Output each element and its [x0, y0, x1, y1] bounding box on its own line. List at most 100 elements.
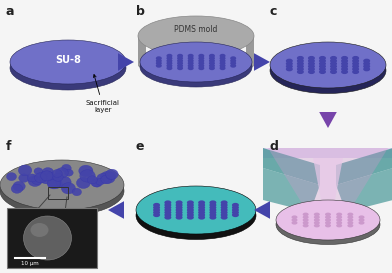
Ellipse shape: [153, 213, 160, 217]
Ellipse shape: [7, 173, 16, 181]
Ellipse shape: [209, 66, 215, 70]
Ellipse shape: [101, 175, 112, 184]
Ellipse shape: [187, 203, 194, 207]
Text: e: e: [136, 140, 145, 153]
Ellipse shape: [363, 64, 370, 69]
Ellipse shape: [220, 66, 225, 70]
Ellipse shape: [187, 215, 194, 219]
Ellipse shape: [352, 56, 359, 60]
Ellipse shape: [325, 224, 331, 227]
Ellipse shape: [72, 188, 82, 196]
Ellipse shape: [198, 210, 205, 215]
Ellipse shape: [138, 16, 254, 56]
Polygon shape: [108, 201, 124, 219]
Ellipse shape: [220, 61, 225, 65]
Ellipse shape: [198, 215, 205, 219]
Text: 10 μm: 10 μm: [21, 261, 39, 266]
Ellipse shape: [221, 203, 228, 207]
Ellipse shape: [297, 70, 304, 74]
Ellipse shape: [87, 176, 97, 184]
Ellipse shape: [198, 203, 205, 207]
Ellipse shape: [303, 215, 309, 219]
Ellipse shape: [308, 64, 315, 69]
Ellipse shape: [303, 221, 309, 225]
Ellipse shape: [198, 61, 204, 65]
Ellipse shape: [330, 59, 337, 63]
Ellipse shape: [61, 183, 76, 194]
Ellipse shape: [221, 215, 228, 219]
Ellipse shape: [347, 221, 353, 225]
Ellipse shape: [314, 224, 320, 227]
Ellipse shape: [52, 174, 62, 183]
Ellipse shape: [308, 56, 315, 60]
Ellipse shape: [177, 61, 183, 65]
Ellipse shape: [164, 200, 171, 205]
Ellipse shape: [347, 218, 353, 222]
Ellipse shape: [314, 221, 320, 225]
Ellipse shape: [209, 54, 215, 58]
Ellipse shape: [198, 205, 205, 210]
Ellipse shape: [276, 200, 380, 240]
Ellipse shape: [164, 208, 171, 212]
Ellipse shape: [325, 221, 331, 225]
Ellipse shape: [176, 213, 183, 217]
Ellipse shape: [176, 205, 183, 210]
Ellipse shape: [220, 64, 225, 68]
Ellipse shape: [341, 64, 348, 69]
Ellipse shape: [352, 70, 359, 74]
Ellipse shape: [325, 215, 331, 219]
Ellipse shape: [220, 56, 225, 60]
Ellipse shape: [140, 42, 252, 82]
Ellipse shape: [42, 168, 54, 177]
Ellipse shape: [198, 64, 204, 68]
Ellipse shape: [136, 186, 256, 234]
Polygon shape: [336, 148, 392, 185]
Ellipse shape: [164, 215, 171, 219]
Ellipse shape: [24, 216, 71, 260]
Ellipse shape: [292, 218, 298, 222]
Polygon shape: [246, 36, 254, 72]
Bar: [7, 208, 97, 268]
Ellipse shape: [308, 59, 315, 63]
Ellipse shape: [10, 46, 126, 90]
Ellipse shape: [336, 221, 342, 225]
Ellipse shape: [106, 172, 116, 180]
Text: a: a: [6, 5, 15, 18]
Ellipse shape: [314, 218, 320, 222]
Ellipse shape: [97, 173, 109, 183]
Ellipse shape: [292, 215, 298, 219]
Ellipse shape: [156, 64, 162, 68]
Ellipse shape: [325, 213, 331, 216]
Ellipse shape: [209, 208, 216, 212]
Ellipse shape: [232, 213, 239, 217]
Ellipse shape: [28, 176, 42, 186]
Ellipse shape: [79, 165, 93, 177]
Ellipse shape: [198, 54, 204, 58]
Ellipse shape: [177, 66, 183, 70]
Ellipse shape: [164, 205, 171, 210]
Ellipse shape: [303, 218, 309, 222]
Ellipse shape: [198, 200, 205, 205]
Ellipse shape: [52, 180, 62, 188]
Ellipse shape: [221, 213, 228, 217]
Ellipse shape: [209, 61, 215, 65]
Ellipse shape: [34, 173, 47, 183]
Ellipse shape: [330, 70, 337, 74]
Ellipse shape: [188, 66, 194, 70]
Ellipse shape: [209, 56, 215, 60]
Ellipse shape: [319, 56, 326, 60]
Ellipse shape: [188, 61, 194, 65]
Ellipse shape: [319, 70, 326, 74]
Ellipse shape: [209, 213, 216, 217]
Ellipse shape: [52, 170, 62, 177]
Ellipse shape: [347, 213, 353, 216]
Ellipse shape: [352, 67, 359, 71]
Ellipse shape: [347, 215, 353, 219]
Text: f: f: [6, 140, 11, 153]
Polygon shape: [254, 201, 270, 219]
Ellipse shape: [188, 54, 194, 58]
Ellipse shape: [297, 64, 304, 69]
Ellipse shape: [308, 70, 315, 74]
Text: b: b: [136, 5, 145, 18]
Ellipse shape: [164, 210, 171, 215]
